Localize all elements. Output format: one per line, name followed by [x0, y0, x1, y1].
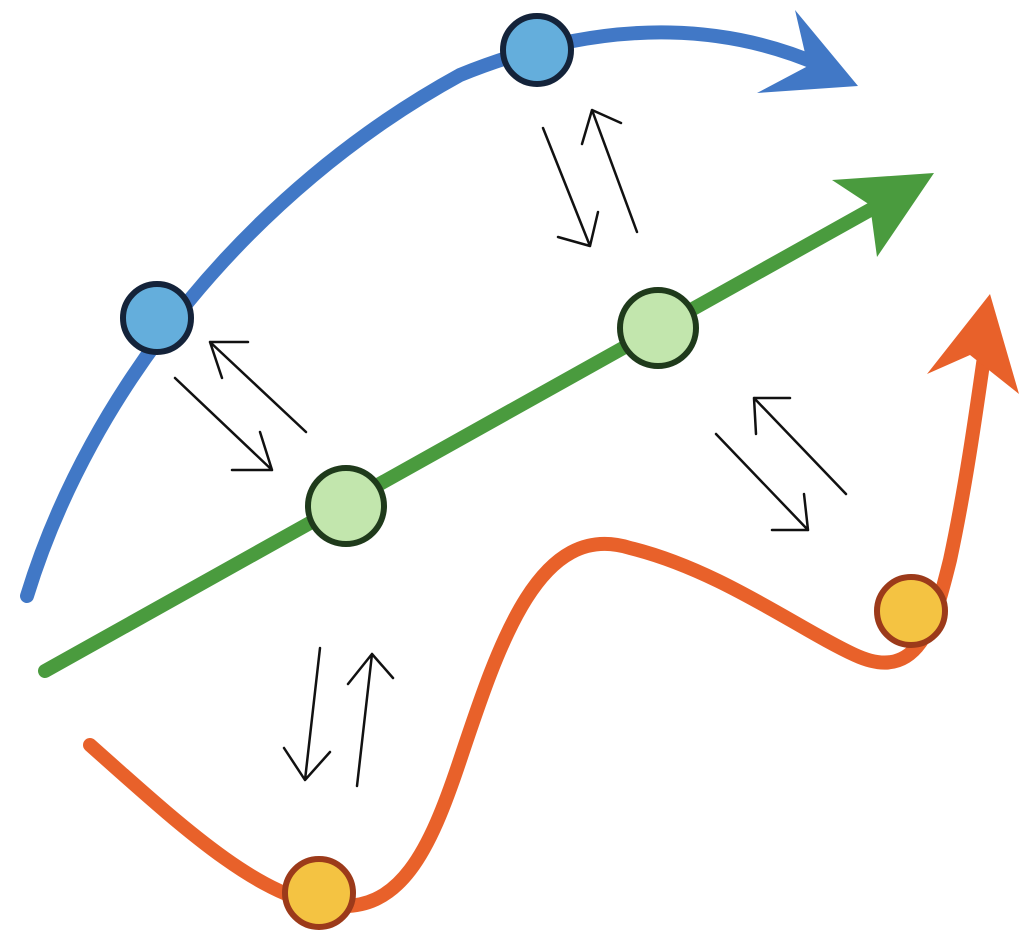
middle-node-1	[305, 465, 387, 547]
exchange-arrow-pair-lower-left	[282, 646, 395, 788]
upper-node-2	[500, 13, 574, 87]
exchange-arrows	[173, 108, 848, 788]
exchange-arrow-up	[580, 108, 639, 234]
exchange-arrow-down	[714, 432, 810, 532]
exchange-arrow-pair-lower-right	[714, 396, 848, 532]
lower-node-2	[874, 574, 948, 648]
exchange-arrow-down	[282, 646, 332, 782]
exchange-arrow-up	[346, 652, 395, 788]
middle-node-2	[617, 287, 699, 369]
exchange-arrow-up	[208, 340, 308, 434]
middle-path-arrowhead	[832, 173, 934, 257]
upper-path-arrowhead	[757, 10, 858, 93]
middle-path-line	[38, 189, 902, 678]
lower-path-arrowhead	[927, 294, 1019, 394]
lower-path-group	[83, 294, 1019, 930]
upper-path-group	[20, 10, 858, 603]
lower-path-curve	[83, 343, 992, 913]
lower-node-1	[282, 856, 356, 930]
exchange-arrow-up	[752, 396, 848, 496]
exchange-arrow-pair-upper-left	[173, 340, 308, 472]
exchange-arrow-down	[541, 126, 600, 248]
upper-node-1	[120, 281, 194, 355]
upper-path-curve	[20, 25, 827, 603]
exchange-arrow-pair-upper-right	[541, 108, 639, 248]
middle-path-group	[38, 173, 934, 678]
exchange-arrow-down	[173, 376, 274, 472]
